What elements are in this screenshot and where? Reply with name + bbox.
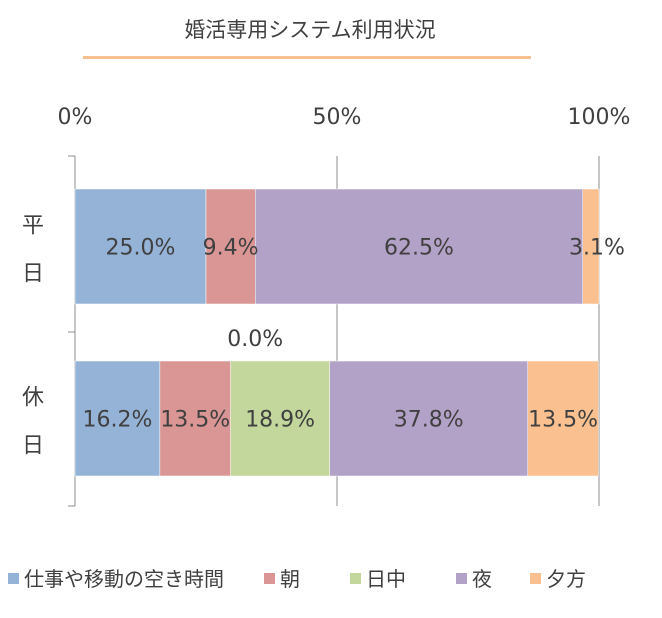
bar-segment xyxy=(329,360,528,477)
data-label: 37.8% xyxy=(394,408,464,433)
bar-segment xyxy=(74,188,207,305)
legend-label: 仕事や移動の空き時間 xyxy=(24,567,224,591)
data-label: 16.2% xyxy=(82,408,152,433)
data-labels: 25.0% 9.4% 0.0% 62.5% 3.1% 16.2% 13.5% 18.9% 37.… xyxy=(82,236,624,433)
data-label: 62.5% xyxy=(384,236,454,261)
data-label: 3.1% xyxy=(569,236,625,261)
bar-segment xyxy=(582,188,600,305)
bar-segment xyxy=(205,188,256,305)
legend-label: 夕方 xyxy=(546,567,586,591)
category-label-char: 日 xyxy=(22,262,44,287)
tick-label: 0% xyxy=(58,105,93,130)
bar-segment xyxy=(230,360,330,477)
bars xyxy=(74,188,600,477)
legend-label: 朝 xyxy=(280,567,300,591)
category-label: 平日 xyxy=(22,214,44,287)
bar-segment xyxy=(255,188,584,305)
tick-label: 50% xyxy=(313,105,362,130)
data-label: 0.0% xyxy=(227,327,283,352)
category-label-char: 休 xyxy=(22,386,44,411)
legend-swatch xyxy=(456,573,467,584)
legend-swatch xyxy=(8,573,19,584)
data-label: 13.5% xyxy=(160,408,230,433)
legend-swatch xyxy=(264,573,275,584)
category-label: 休日 xyxy=(22,386,44,459)
legend-label: 夜 xyxy=(472,567,492,591)
bar-segment xyxy=(527,360,599,477)
title-underline xyxy=(83,56,531,59)
legend-swatch xyxy=(350,573,361,584)
legend: 仕事や移動の空き時間 朝 日中 夜 夕方 xyxy=(8,567,586,591)
axis-tick-labels: 0% 50% 100% xyxy=(58,105,631,130)
legend-swatch xyxy=(530,573,541,584)
legend-label: 日中 xyxy=(366,567,406,591)
bar-segment xyxy=(159,360,231,477)
category-label-char: 平 xyxy=(22,214,44,239)
data-label: 18.9% xyxy=(245,408,315,433)
data-label: 25.0% xyxy=(106,236,176,261)
chart-title: 婚活専用システム利用状況 xyxy=(184,18,436,42)
data-label: 9.4% xyxy=(203,236,259,261)
category-label-char: 日 xyxy=(22,434,44,459)
data-label: 13.5% xyxy=(528,408,598,433)
tick-label: 100% xyxy=(568,105,631,130)
